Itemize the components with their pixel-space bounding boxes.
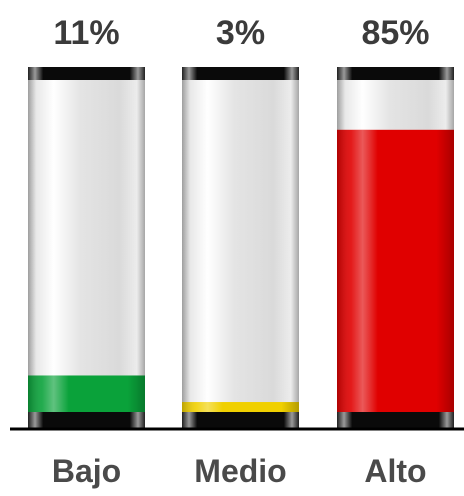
category-label-alto: Alto — [364, 453, 426, 489]
bar-shine-alto — [337, 129, 454, 413]
tube-alto — [337, 67, 454, 428]
tube-glass-medio — [182, 80, 299, 412]
value-label-alto: 85% — [361, 14, 429, 52]
tube-top-cap-bajo — [28, 67, 145, 80]
category-label-medio: Medio — [194, 453, 286, 489]
value-label-medio: 3% — [216, 14, 265, 52]
tube-bottom-cap-bajo — [28, 412, 145, 428]
tube-bottom-cap-alto — [337, 412, 454, 428]
bar-shine-bajo — [28, 375, 145, 412]
tube-glass-bajo — [28, 80, 145, 412]
tube-bajo — [28, 67, 145, 428]
tube-bottom-cap-medio — [182, 412, 299, 428]
category-label-bajo: Bajo — [52, 453, 121, 489]
value-label-bajo: 11% — [53, 14, 119, 52]
bar-shine-medio — [182, 402, 299, 412]
tube-top-cap-alto — [337, 67, 454, 80]
tube-top-cap-medio — [182, 67, 299, 80]
tube-medio — [182, 67, 299, 428]
